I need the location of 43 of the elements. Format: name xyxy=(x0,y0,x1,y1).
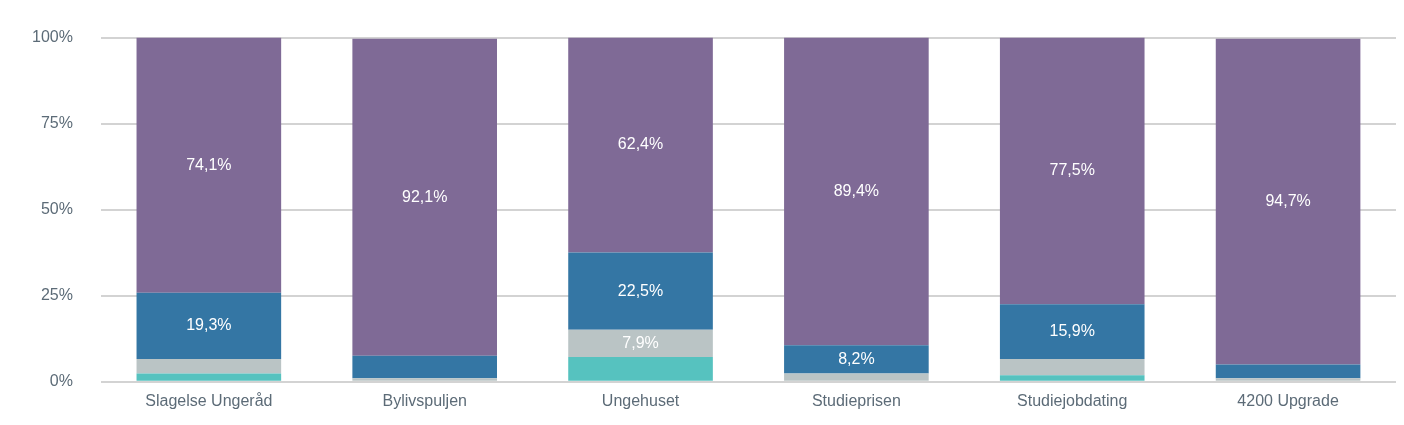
bar xyxy=(999,304,1145,360)
bar xyxy=(352,378,497,381)
y-tick-label: 25% xyxy=(40,286,73,304)
data-label: 94,7% xyxy=(1265,192,1311,210)
x-tick-label: 4200 Upgrade xyxy=(1237,391,1339,409)
bar xyxy=(784,345,929,374)
y-tick-label: 50% xyxy=(40,200,73,218)
bar xyxy=(999,359,1145,376)
y-tick-label: 0% xyxy=(49,372,73,390)
data-label: 15,9% xyxy=(1049,322,1095,340)
x-tick-label: Ungehuset xyxy=(601,391,680,409)
data-label: 62,4% xyxy=(617,135,664,153)
bar xyxy=(568,329,713,358)
x-tick-label: Slagelse Ungeråd xyxy=(145,391,273,409)
data-label: 74,1% xyxy=(186,155,232,173)
bar xyxy=(136,37,282,293)
bar xyxy=(999,375,1145,381)
x-tick-label: Bylivspuljen xyxy=(382,391,467,409)
data-label: 19,3% xyxy=(186,316,232,334)
bar xyxy=(136,359,282,374)
data-label: 77,5% xyxy=(1049,161,1095,179)
bar xyxy=(136,373,282,381)
bar xyxy=(784,373,929,381)
y-tick-label: 100% xyxy=(32,28,73,46)
data-label: 92,1% xyxy=(402,187,448,205)
bar xyxy=(568,37,713,253)
data-label: 89,4% xyxy=(833,181,880,199)
y-tick-label: 75% xyxy=(40,114,73,132)
x-tick-label: Studieprisen xyxy=(811,391,901,409)
bar xyxy=(352,355,497,379)
bar xyxy=(1215,364,1361,379)
bar xyxy=(352,38,497,356)
bar xyxy=(568,357,713,381)
data-label: 8,2% xyxy=(838,349,875,367)
bar xyxy=(784,37,929,346)
data-label: 7,9% xyxy=(622,333,659,351)
bar xyxy=(999,37,1145,305)
bar xyxy=(1215,38,1361,365)
data-label: 22,5% xyxy=(617,281,664,299)
bar xyxy=(136,292,282,360)
bar xyxy=(1215,378,1361,381)
bar xyxy=(568,252,713,330)
x-tick-label: Studiejobdating xyxy=(1017,391,1128,409)
